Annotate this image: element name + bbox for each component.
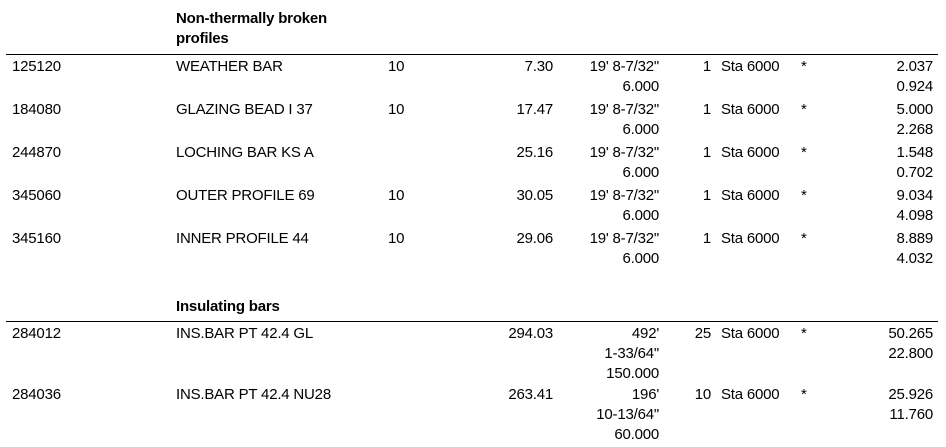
weight: 8.889 — [896, 230, 933, 247]
weight: 0.924 — [896, 78, 933, 95]
length: 19' 8-7/32" — [589, 144, 660, 161]
article-name: LOCHING BAR KS A — [176, 144, 314, 161]
price: 29.06 — [516, 230, 553, 247]
length: 6.000 — [622, 164, 659, 181]
weight: 1.548 — [896, 144, 933, 161]
length: 6.000 — [622, 207, 659, 224]
weight: 4.032 — [896, 250, 933, 267]
weight: 22.800 — [888, 345, 933, 362]
article-code: 244870 — [12, 144, 61, 161]
article-code: 284036 — [12, 386, 61, 403]
section-divider — [6, 321, 938, 322]
article-code: 184080 — [12, 101, 61, 118]
length: 196' — [631, 386, 659, 403]
weight: 50.265 — [888, 325, 933, 342]
weight: 11.760 — [889, 406, 933, 423]
article-name: INS.BAR PT 42.4 GL — [176, 325, 314, 342]
weight: 4.098 — [896, 207, 933, 224]
piece-count: 25 — [694, 325, 711, 342]
piece-count: 10 — [694, 386, 711, 403]
price: 294.03 — [508, 325, 553, 342]
finish: Sta 6000 — [721, 101, 780, 118]
weight: 0.702 — [896, 164, 933, 181]
article-code: 125120 — [12, 58, 61, 75]
length: 6.000 — [622, 121, 659, 138]
length: 10-13/64" — [596, 406, 659, 423]
article-name: INNER PROFILE 44 — [176, 230, 309, 247]
length: 19' 8-7/32" — [589, 101, 660, 118]
weight: 9.034 — [896, 187, 933, 204]
article-name: INS.BAR PT 42.4 NU28 — [176, 386, 331, 403]
piece-count: 1 — [702, 144, 711, 161]
weight: 2.268 — [896, 121, 933, 138]
mark: * — [801, 187, 807, 204]
quantity: 10 — [388, 101, 405, 118]
price: 17.47 — [516, 101, 553, 118]
length: 19' 8-7/32" — [589, 187, 660, 204]
article-name: GLAZING BEAD I 37 — [176, 101, 313, 118]
mark: * — [801, 58, 807, 75]
piece-count: 1 — [702, 230, 711, 247]
length: 6.000 — [622, 250, 659, 267]
length: 6.000 — [622, 78, 659, 95]
weight: 5.000 — [896, 101, 933, 118]
article-code: 345060 — [12, 187, 61, 204]
piece-count: 1 — [702, 101, 711, 118]
finish: Sta 6000 — [721, 386, 780, 403]
finish: Sta 6000 — [721, 187, 780, 204]
length: 150.000 — [606, 365, 659, 382]
finish: Sta 6000 — [721, 325, 780, 342]
price: 30.05 — [516, 187, 553, 204]
quantity: 10 — [388, 230, 405, 247]
piece-count: 1 — [702, 187, 711, 204]
length: 1-33/64" — [604, 345, 659, 362]
mark: * — [801, 101, 807, 118]
length: 19' 8-7/32" — [589, 58, 660, 75]
finish: Sta 6000 — [721, 58, 780, 75]
mark: * — [801, 230, 807, 247]
finish: Sta 6000 — [721, 144, 780, 161]
piece-count: 1 — [702, 58, 711, 75]
section-title: Non-thermally broken — [176, 10, 328, 27]
length: 492' — [631, 325, 659, 342]
finish: Sta 6000 — [721, 230, 780, 247]
article-name: WEATHER BAR — [176, 58, 283, 75]
mark: * — [801, 325, 807, 342]
price: 25.16 — [516, 144, 553, 161]
quantity: 10 — [388, 187, 405, 204]
quantity: 10 — [388, 58, 405, 75]
mark: * — [801, 144, 807, 161]
price: 7.30 — [524, 58, 554, 75]
weight: 2.037 — [896, 58, 933, 75]
section-divider — [6, 54, 938, 55]
section-title: profiles — [176, 30, 229, 47]
article-code: 345160 — [12, 230, 61, 247]
length: 60.000 — [614, 426, 659, 443]
weight: 25.926 — [888, 386, 933, 403]
section-title: Insulating bars — [176, 298, 280, 315]
length: 19' 8-7/32" — [589, 230, 660, 247]
mark: * — [801, 386, 807, 403]
article-name: OUTER PROFILE 69 — [176, 187, 315, 204]
price: 263.41 — [508, 386, 553, 403]
article-code: 284012 — [12, 325, 61, 342]
